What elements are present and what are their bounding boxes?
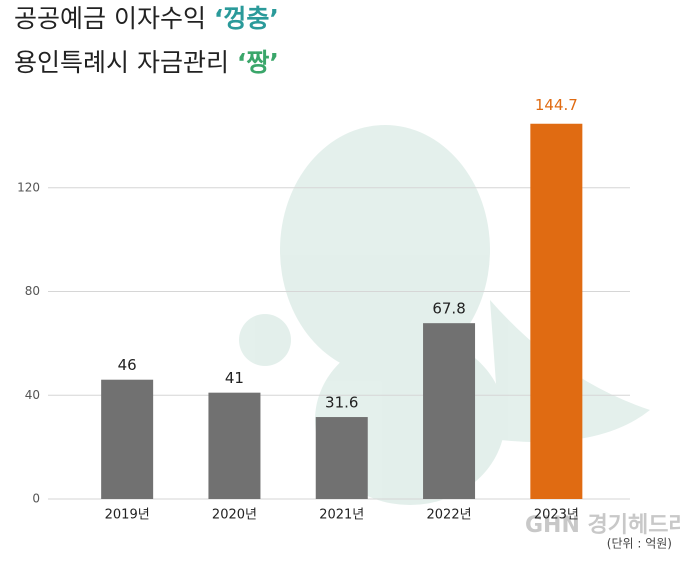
- bar: [530, 123, 583, 500]
- value-label: 67.8: [432, 300, 465, 318]
- title-line-1: 공공예금 이자수익 ‘껑충’: [14, 4, 279, 33]
- value-label: 41: [225, 369, 244, 387]
- title-text: 용인특례시 자금관리: [14, 48, 237, 77]
- title-line-2: 용인특례시 자금관리 ‘짱’: [14, 48, 279, 77]
- title-accent: ‘짱’: [237, 48, 279, 77]
- x-tick-label: 2021년: [319, 508, 364, 523]
- value-label: 46: [118, 356, 137, 374]
- title-text: 공공예금 이자수익: [14, 4, 214, 33]
- bar: [208, 392, 261, 499]
- unit-note: (단위 : 억원): [607, 537, 672, 551]
- y-tick-label: 0: [32, 492, 40, 506]
- x-tick-label: 2019년: [105, 508, 150, 523]
- x-tick-label: 2023년: [534, 508, 579, 523]
- y-tick-label: 80: [25, 284, 40, 298]
- bar: [101, 379, 154, 499]
- watermark: GHN 경기헤드라인: [525, 513, 680, 538]
- bar: [315, 417, 368, 499]
- x-tick-label: 2020년: [212, 508, 257, 523]
- y-tick-label: 120: [17, 180, 40, 194]
- value-label: 144.7: [535, 96, 578, 114]
- value-label: 31.6: [325, 394, 358, 412]
- title-accent: ‘껑충’: [214, 4, 279, 33]
- x-tick-label: 2022년: [427, 508, 472, 523]
- bar: [423, 323, 476, 499]
- y-tick-label: 40: [25, 388, 40, 402]
